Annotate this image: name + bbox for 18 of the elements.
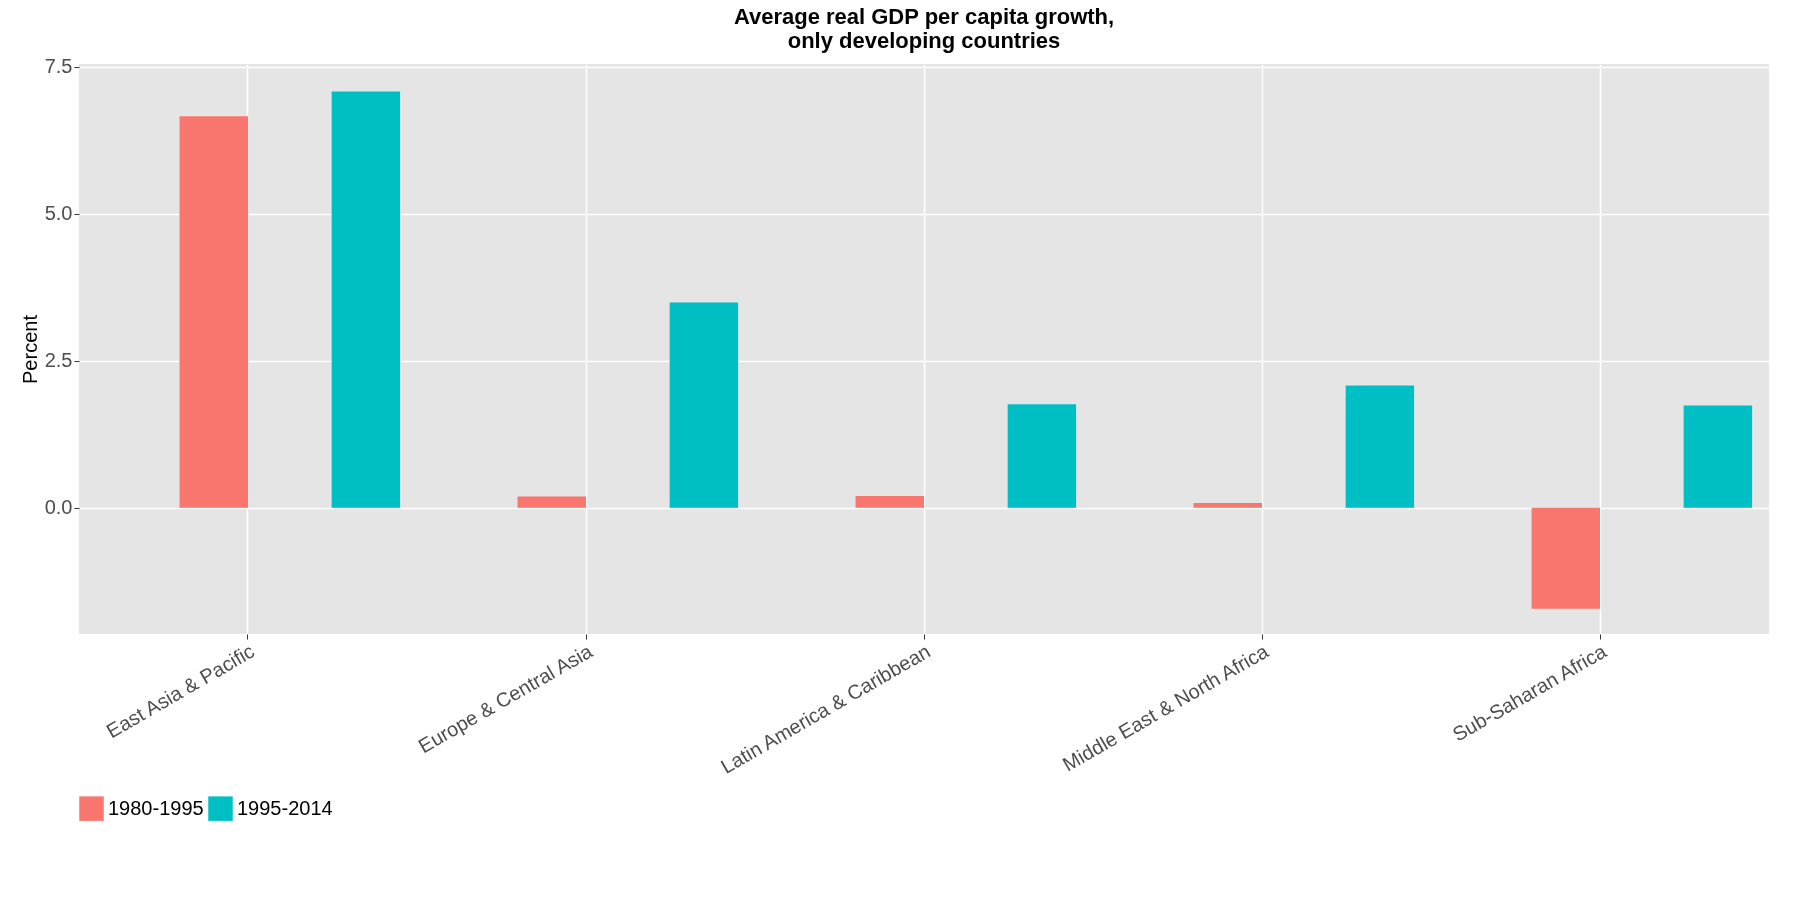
bar xyxy=(855,495,924,508)
bar xyxy=(1683,405,1753,508)
bar xyxy=(179,116,248,508)
bar xyxy=(1345,385,1415,508)
y-tick-label: 0.0 xyxy=(44,496,73,519)
bar xyxy=(1193,502,1262,508)
bar xyxy=(669,302,739,508)
legend-label: 1980-1995 xyxy=(108,796,204,819)
bar xyxy=(517,496,586,508)
y-axis-title: Percent xyxy=(18,314,41,384)
y-tick-label: 2.5 xyxy=(44,349,73,372)
bar xyxy=(1531,507,1600,609)
y-tick-label: 5.0 xyxy=(44,202,73,225)
legend-label: 1995-2014 xyxy=(237,796,333,819)
text: Average real GDP per capita growth, xyxy=(733,3,1115,29)
bar xyxy=(331,91,401,508)
y-tick-label: 7.5 xyxy=(44,55,73,78)
bar xyxy=(1007,404,1077,508)
